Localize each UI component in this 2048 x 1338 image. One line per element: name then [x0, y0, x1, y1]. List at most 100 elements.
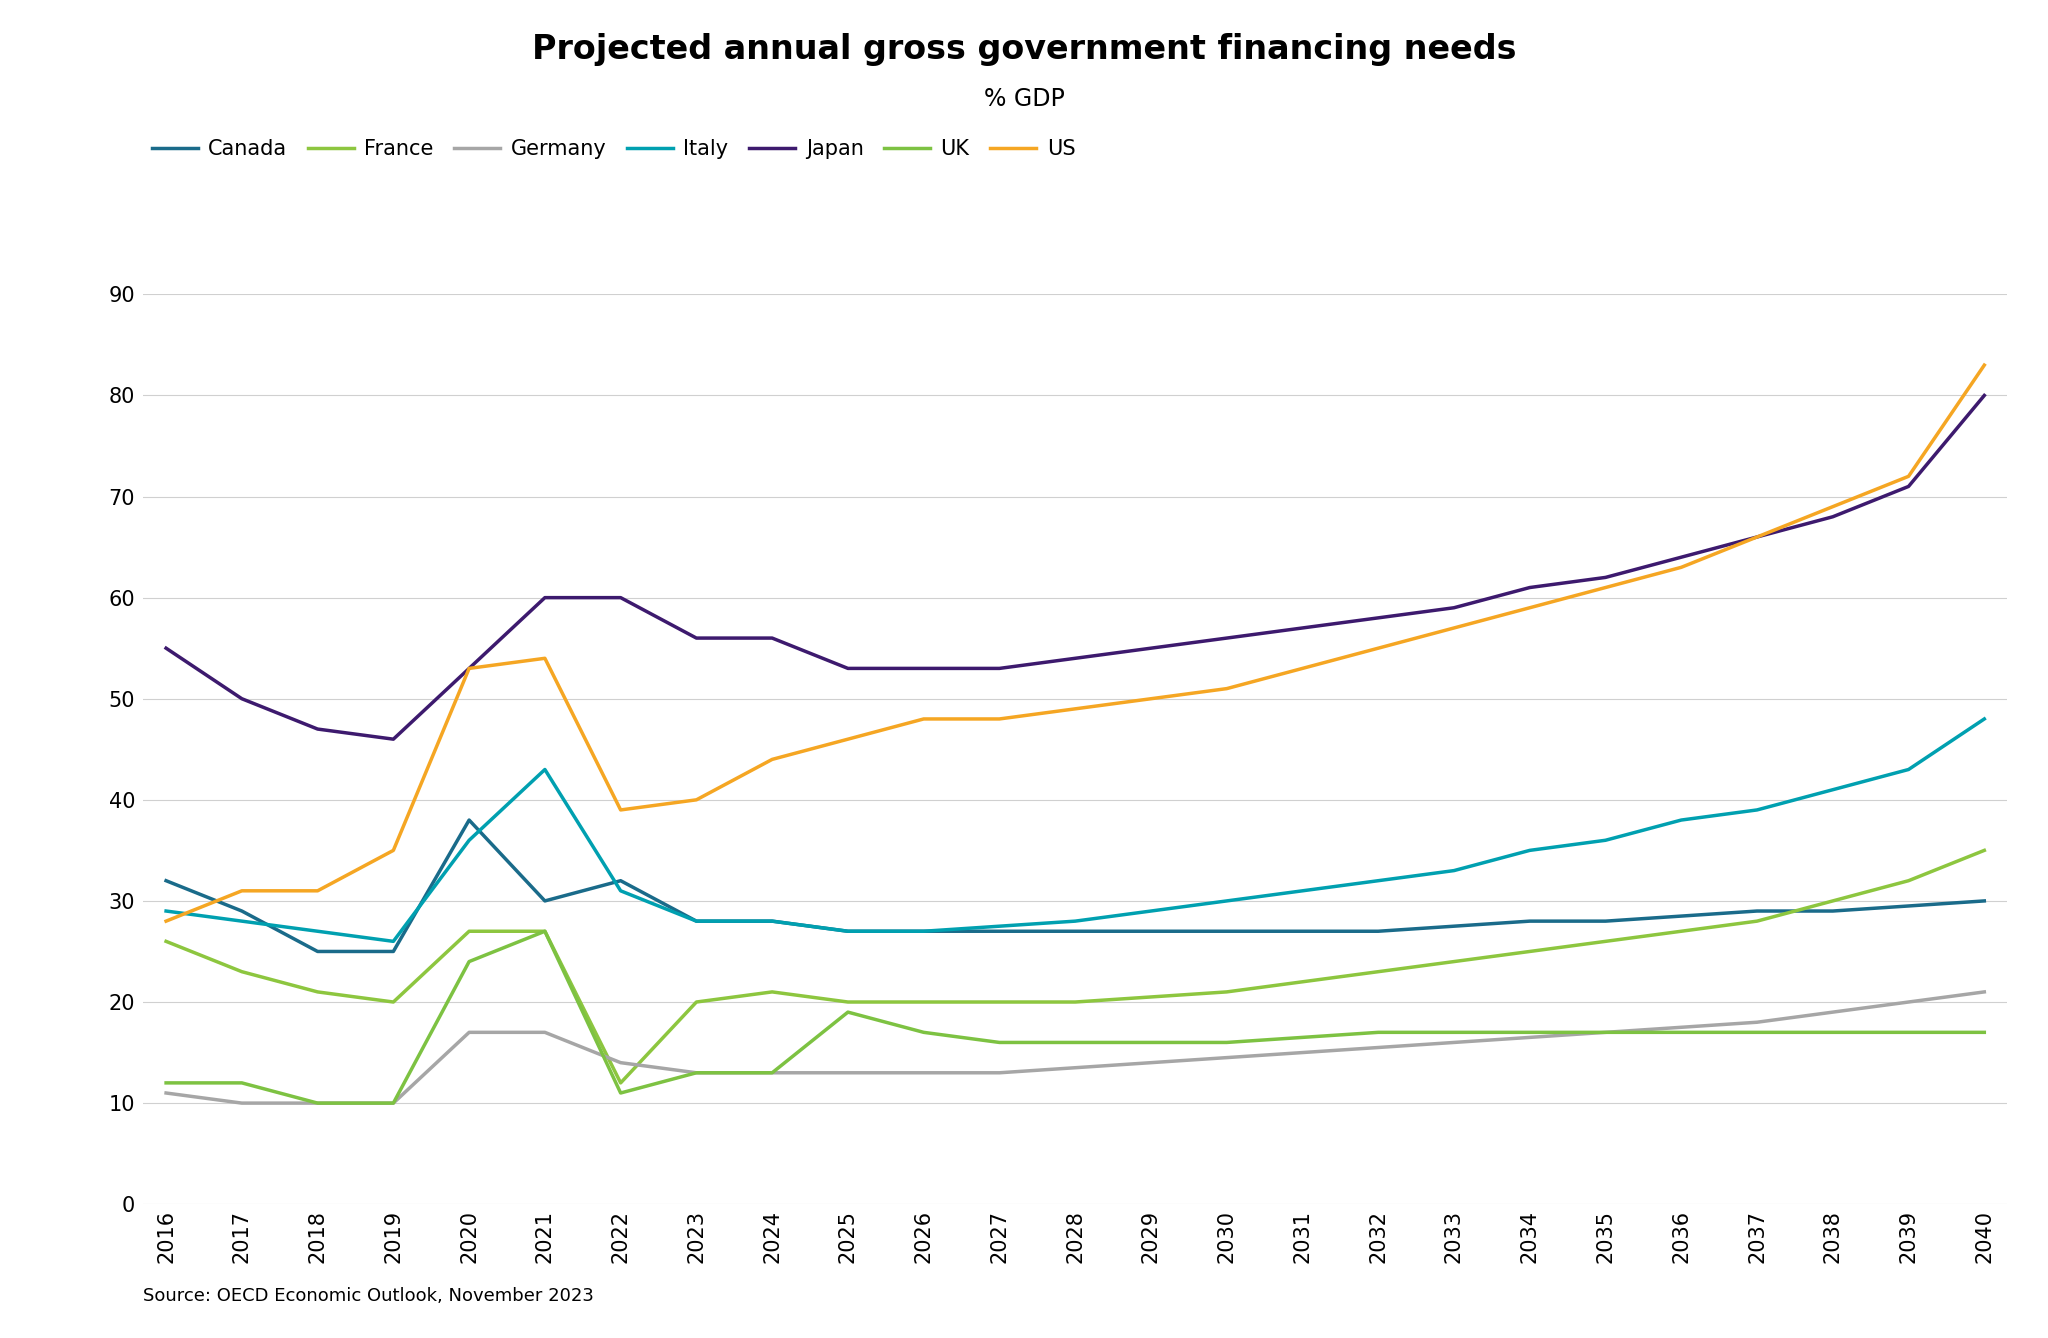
Italy — [684, 913, 709, 929]
Italy — [760, 913, 784, 929]
Canada — [1290, 923, 1315, 939]
Text: Source: OECD Economic Outlook, November 2023: Source: OECD Economic Outlook, November … — [143, 1287, 594, 1305]
Italy — [305, 923, 330, 939]
Canada — [1139, 923, 1163, 939]
UK — [1214, 1034, 1239, 1050]
Canada — [154, 872, 178, 888]
France — [1821, 892, 1845, 909]
France — [1442, 954, 1466, 970]
France — [1214, 983, 1239, 999]
Text: Projected annual gross government financing needs: Projected annual gross government financ… — [532, 33, 1516, 67]
Canada — [911, 923, 936, 939]
US — [229, 883, 254, 899]
Germany — [154, 1085, 178, 1101]
Line: Japan: Japan — [166, 396, 1985, 739]
UK — [684, 1065, 709, 1081]
US — [1896, 468, 1921, 484]
Japan — [305, 721, 330, 737]
Italy — [1518, 843, 1542, 859]
Japan — [1745, 529, 1769, 545]
France — [1593, 934, 1618, 950]
US — [1745, 529, 1769, 545]
Line: Germany: Germany — [166, 991, 1985, 1103]
Canada — [457, 812, 481, 828]
Japan — [911, 661, 936, 677]
US — [154, 913, 178, 929]
US — [1442, 619, 1466, 636]
US — [457, 661, 481, 677]
UK — [305, 1094, 330, 1111]
Germany — [608, 1054, 633, 1070]
Japan — [229, 690, 254, 706]
Germany — [305, 1094, 330, 1111]
Italy — [1821, 781, 1845, 797]
Japan — [381, 731, 406, 747]
Germany — [836, 1065, 860, 1081]
Germany — [1745, 1014, 1769, 1030]
UK — [836, 1004, 860, 1020]
UK — [911, 1025, 936, 1041]
US — [1214, 681, 1239, 697]
Germany — [532, 1025, 557, 1041]
Japan — [987, 661, 1012, 677]
Japan — [1669, 549, 1694, 565]
US — [760, 752, 784, 768]
Japan — [1972, 388, 1997, 404]
Japan — [1214, 630, 1239, 646]
Line: US: US — [166, 365, 1985, 921]
UK — [1442, 1025, 1466, 1041]
US — [1139, 690, 1163, 706]
Canada — [229, 903, 254, 919]
France — [1366, 963, 1391, 979]
Germany — [911, 1065, 936, 1081]
France — [1972, 843, 1997, 859]
France — [987, 994, 1012, 1010]
Canada — [1972, 892, 1997, 909]
Italy — [1442, 863, 1466, 879]
Germany — [1366, 1040, 1391, 1056]
UK — [154, 1074, 178, 1090]
UK — [381, 1094, 406, 1111]
UK — [1972, 1025, 1997, 1041]
France — [1669, 923, 1694, 939]
Canada — [1063, 923, 1087, 939]
US — [684, 792, 709, 808]
Text: % GDP: % GDP — [983, 87, 1065, 111]
US — [1063, 701, 1087, 717]
Japan — [684, 630, 709, 646]
Italy — [154, 903, 178, 919]
Japan — [1063, 650, 1087, 666]
Japan — [836, 661, 860, 677]
Italy — [1139, 903, 1163, 919]
Japan — [1896, 479, 1921, 495]
UK — [532, 923, 557, 939]
Italy — [1972, 710, 1997, 727]
Italy — [608, 883, 633, 899]
Germany — [1518, 1029, 1542, 1045]
US — [1669, 559, 1694, 575]
Japan — [1442, 599, 1466, 615]
US — [836, 731, 860, 747]
Germany — [1063, 1060, 1087, 1076]
France — [911, 994, 936, 1010]
Japan — [532, 590, 557, 606]
Canada — [532, 892, 557, 909]
Canada — [1745, 903, 1769, 919]
US — [911, 710, 936, 727]
US — [1518, 599, 1542, 615]
Italy — [1063, 913, 1087, 929]
Canada — [1669, 909, 1694, 925]
US — [1593, 579, 1618, 595]
Italy — [229, 913, 254, 929]
Canada — [987, 923, 1012, 939]
Canada — [381, 943, 406, 959]
Italy — [987, 918, 1012, 934]
Japan — [1821, 508, 1845, 524]
Italy — [1593, 832, 1618, 848]
Japan — [1139, 640, 1163, 656]
Canada — [836, 923, 860, 939]
Canada — [1896, 898, 1921, 914]
Germany — [381, 1094, 406, 1111]
Italy — [1290, 883, 1315, 899]
UK — [229, 1074, 254, 1090]
